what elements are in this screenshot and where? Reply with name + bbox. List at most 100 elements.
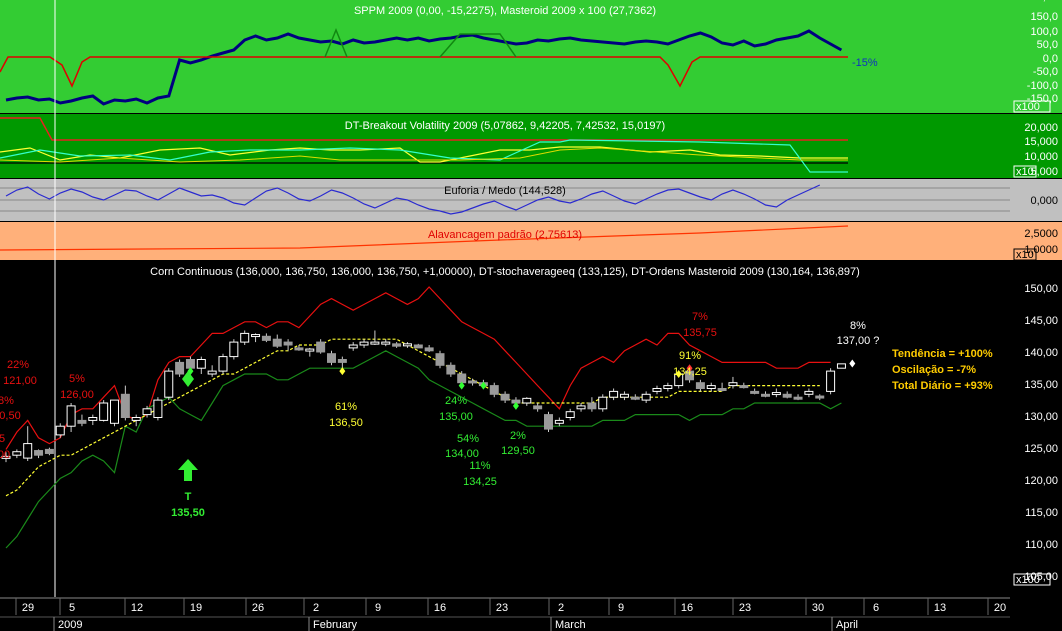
vol-olive-line <box>0 147 848 163</box>
candle-body <box>348 344 358 349</box>
day-label: 12 <box>131 602 143 614</box>
candle-body <box>131 417 141 421</box>
vol-red-line <box>0 117 848 141</box>
candle-body <box>240 332 250 343</box>
candle-body <box>44 448 54 454</box>
candle-body <box>381 341 391 345</box>
euforia-title: Euforia / Medo (144,528) <box>444 185 566 197</box>
price-tick-label: 130,00 <box>1024 411 1058 423</box>
sppm-level-label: -15% <box>852 57 878 69</box>
candle-body <box>587 402 597 410</box>
day-label: 26 <box>252 602 264 614</box>
annotation-label: 61% <box>335 401 357 413</box>
volatility-layer <box>0 117 848 173</box>
stoch-average-line <box>5 338 820 497</box>
signal-marker-1 <box>339 367 346 376</box>
day-label: 19 <box>190 602 202 614</box>
candle-body <box>804 390 814 395</box>
candle-body <box>739 385 749 389</box>
candle-body <box>251 334 261 338</box>
annotation-label: 134,00 <box>445 448 479 460</box>
candle-body <box>402 343 412 347</box>
candle-body <box>728 382 738 387</box>
candle-body <box>836 363 846 369</box>
annotation-label: 137,00 ? <box>837 335 880 347</box>
candle-body <box>771 392 781 396</box>
candle-body <box>695 382 705 390</box>
price-tick-label: 140,00 <box>1024 347 1058 359</box>
annotation-label: T <box>185 491 192 503</box>
candle-body <box>66 405 76 427</box>
candle-body <box>77 419 87 424</box>
alavancagem-scale-box <box>1013 248 1037 261</box>
price-tick-label: 120,00 <box>1024 475 1058 487</box>
buy-diamond-icon <box>182 371 194 387</box>
euforia-layer <box>0 184 1010 215</box>
alavancagem-scale-label: x10 <box>1016 249 1034 261</box>
candle-body <box>218 356 228 372</box>
candle-body <box>750 390 760 394</box>
price-layer <box>1 0 856 597</box>
sppm-scale-box <box>1013 100 1051 113</box>
candle-body <box>435 353 445 366</box>
candle-body <box>826 370 836 392</box>
candle-body <box>196 359 206 369</box>
annotation-label: 126,00 <box>60 389 94 401</box>
candle-body <box>370 341 380 345</box>
y-ticks-layer: 150,0100,050,00,0-50,0-100,0-150,020,000… <box>1024 0 1058 583</box>
annotation-label: 8% <box>850 320 866 332</box>
volatility-scale-label: x10 <box>1016 166 1034 178</box>
candle-body <box>229 341 239 358</box>
candle-body <box>663 385 673 390</box>
annotation-label: 11% <box>469 460 490 472</box>
candle-body <box>815 395 825 399</box>
candle-body <box>706 385 716 390</box>
day-label: 23 <box>496 602 508 614</box>
candle-body <box>652 388 662 392</box>
sppm-layer <box>0 28 848 106</box>
price-tick-label: 125,00 <box>1024 443 1058 455</box>
candle-body <box>457 373 467 384</box>
volatility-tick-label: 10,000 <box>1024 151 1058 163</box>
candle-body <box>544 414 553 430</box>
buy-arrow-icon <box>178 459 198 481</box>
candle-body <box>565 411 575 419</box>
price-tick-label: 100,00 <box>1024 0 1058 3</box>
candle-body <box>272 338 282 347</box>
annotation-label: 135,00 <box>439 411 473 423</box>
sppm-navy-line <box>5 29 843 106</box>
vol-cyan-line <box>0 139 848 173</box>
annotation-label: 5 <box>0 433 5 445</box>
candle-body <box>261 335 271 341</box>
candle-body <box>500 393 510 401</box>
alavancagem-layer <box>0 225 849 251</box>
price-tick-label: 135,00 <box>1024 379 1058 391</box>
candle-body <box>446 364 456 375</box>
annotation-label: 136,50 <box>329 417 363 429</box>
sppm-green-spike-1 <box>324 28 348 58</box>
month-label: February <box>313 619 358 631</box>
x-axis-area <box>0 597 1062 631</box>
signal-marker-7 <box>849 359 856 368</box>
day-label: 13 <box>934 602 946 614</box>
day-label: 23 <box>739 602 751 614</box>
price-tick-label: 110,00 <box>1025 539 1058 551</box>
day-label: 5 <box>69 602 75 614</box>
candle-body <box>142 408 152 416</box>
candle-body <box>23 443 33 459</box>
candle-body <box>99 402 109 421</box>
euf-line <box>5 184 821 215</box>
annotation-label: 24% <box>445 395 467 407</box>
euforia-tick-label: 0,000 <box>1030 195 1058 207</box>
candle-body <box>782 393 792 398</box>
candle-body <box>283 341 293 346</box>
volatility-tick-label: 15,000 <box>1024 136 1058 148</box>
candle-body <box>413 344 423 349</box>
candle-body <box>641 393 651 401</box>
annotation-label: 7% <box>692 311 708 323</box>
day-label: 20 <box>994 602 1006 614</box>
candle-body <box>164 370 174 398</box>
candle-body <box>598 396 608 410</box>
candle-body <box>12 451 22 456</box>
